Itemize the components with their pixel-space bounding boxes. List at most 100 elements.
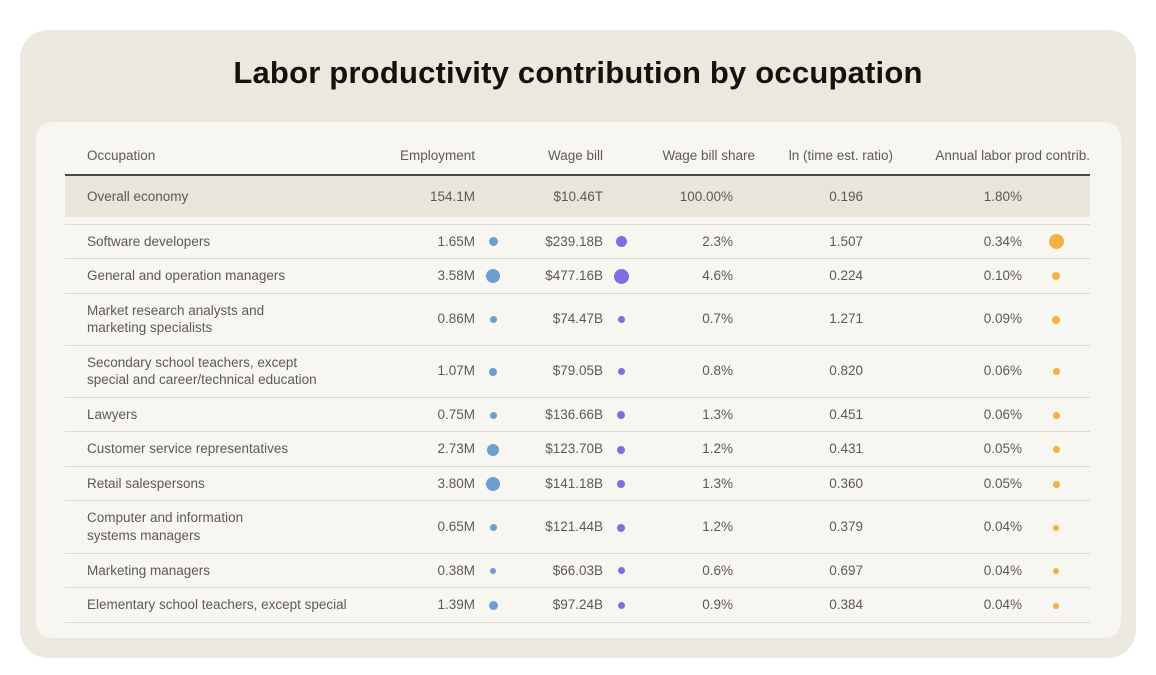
employment-value: 0.65M: [437, 519, 475, 535]
employment-value: 0.38M: [437, 562, 475, 578]
contrib-bubble: [1022, 224, 1090, 259]
employment-bubble-icon: [488, 237, 498, 247]
employment-bubble: [475, 259, 511, 294]
occupation-cell: Secondary school teachers, except specia…: [87, 354, 317, 388]
occupation-cell: Software developers: [87, 233, 211, 249]
employment-value: 1.39M: [437, 597, 475, 613]
ln-ratio-value: 0.379: [829, 519, 863, 535]
header-row: Occupation Employment Wage bill Wage bil…: [65, 148, 1090, 176]
contrib-bubble-icon: [1052, 411, 1060, 419]
contrib-bubble: [1022, 553, 1090, 588]
contrib-bubble: [1022, 432, 1090, 467]
contrib-bubble-icon: [1052, 480, 1060, 488]
column-header-wage-bill-share: Wage bill share: [639, 148, 757, 176]
contrib-bubble-icon: [1052, 272, 1060, 281]
employment-value: 1.65M: [437, 233, 475, 249]
annual-contrib-value: 0.06%: [983, 406, 1022, 422]
employment-bubble: [475, 466, 511, 501]
employment-value: 2.73M: [437, 441, 475, 457]
wage-bubble-icon: [617, 316, 625, 324]
occupation-cell: Overall economy: [65, 175, 395, 217]
spacer-row: [65, 217, 1090, 224]
ln-ratio-value: 0.384: [829, 597, 863, 613]
employment-value: 0.86M: [437, 311, 475, 327]
ln-ratio-value: 1.507: [829, 233, 863, 249]
occupation-cell: Retail salespersons: [87, 475, 205, 491]
wage-bill-share-value: 1.3%: [702, 475, 733, 491]
contrib-bubble-icon: [1052, 368, 1060, 376]
ln-ratio-value: 0.820: [829, 363, 863, 379]
wage-bubble: [603, 466, 639, 501]
column-header-annual-contrib: Annual labor prod contrib.: [897, 148, 1090, 176]
employment-bubble-icon: [486, 269, 500, 284]
wage-bubble-icon: [617, 480, 625, 489]
wage-bill-value: $97.24B: [552, 597, 603, 613]
employment-bubble-icon: [489, 316, 497, 324]
employment-bubble: [475, 432, 511, 467]
contrib-bubble: [1022, 466, 1090, 501]
employment-bubble-icon: [489, 524, 497, 532]
occupation-cell: Elementary school teachers, except speci…: [87, 597, 347, 613]
ln-ratio-value: 1.271: [829, 311, 863, 327]
wage-bill-value: $239.18B: [545, 233, 603, 249]
employment-bubble: [475, 501, 511, 553]
table-row: Elementary school teachers, except speci…: [65, 587, 1090, 623]
wage-bubble-icon: [617, 602, 625, 609]
annual-contrib-value: 0.34%: [983, 233, 1022, 249]
contrib-bubble-icon: [1053, 567, 1059, 574]
wage-bill-value: $123.70B: [545, 441, 603, 457]
wage-bubble: [603, 553, 639, 588]
contrib-bubble: [1022, 588, 1090, 623]
ln-ratio-value: 0.451: [829, 406, 863, 422]
employment-bubble-slot: [475, 175, 511, 217]
column-header-occupation: Occupation: [65, 148, 395, 176]
annual-contrib-value: 0.06%: [983, 363, 1022, 379]
column-header-ln-ratio: ln (time est. ratio): [757, 148, 897, 176]
employment-bubble-icon: [490, 567, 496, 574]
wage-bill-share-value: 100.00%: [639, 175, 757, 217]
wage-bubble: [603, 259, 639, 294]
wage-bill-value: $10.46T: [511, 175, 603, 217]
occupation-cell: Computer and information systems manager…: [87, 510, 244, 543]
table-row: Computer and information systems manager…: [65, 500, 1090, 553]
ln-ratio-value: 0.196: [757, 175, 897, 217]
occupation-cell: Lawyers: [87, 406, 138, 422]
employment-value: 1.07M: [437, 363, 475, 379]
employment-value: 3.80M: [437, 475, 475, 491]
employment-bubble: [475, 224, 511, 259]
wage-bubble: [603, 588, 639, 623]
table-row: Customer service representatives 2.73M $…: [65, 431, 1090, 467]
wage-bubble-icon: [617, 445, 625, 454]
table-row: Secondary school teachers, except specia…: [65, 345, 1090, 397]
page-title: Labor productivity contribution by occup…: [233, 55, 923, 90]
wage-bill-value: $74.47B: [552, 311, 603, 327]
wage-bill-share-value: 1.2%: [702, 441, 733, 457]
employment-value: 154.1M: [395, 175, 475, 217]
contrib-bubble-icon: [1053, 524, 1059, 531]
annual-contrib-value: 0.05%: [983, 475, 1022, 491]
contrib-bubble-icon: [1048, 234, 1064, 250]
table-row: Software developers 1.65M $239.18B 2.3% …: [65, 224, 1090, 259]
employment-bubble-header-spacer: [475, 148, 511, 176]
wage-bubble: [603, 293, 639, 345]
ln-ratio-value: 0.697: [829, 562, 863, 578]
table-card: Occupation Employment Wage bill Wage bil…: [36, 122, 1121, 638]
occupation-cell: General and operation managers: [87, 268, 286, 284]
wage-bill-share-value: 0.8%: [702, 363, 733, 379]
ln-ratio-value: 0.360: [829, 475, 863, 491]
employment-value: 0.75M: [437, 406, 475, 422]
table-row: Market research analysts and marketing s…: [65, 293, 1090, 345]
wage-bubble: [603, 432, 639, 467]
employment-bubble: [475, 588, 511, 623]
wage-bubble: [603, 501, 639, 553]
contrib-bubble-icon: [1052, 315, 1060, 324]
wage-bubble-icon: [615, 236, 627, 248]
table-row: Lawyers 0.75M $136.66B 1.3% 0.451 0.06%: [65, 397, 1090, 432]
wage-bubble-icon: [617, 411, 625, 420]
wage-bubble: [603, 224, 639, 259]
annual-contrib-value: 0.04%: [983, 562, 1022, 578]
employment-bubble-icon: [489, 411, 497, 419]
contrib-bubble: [1022, 397, 1090, 432]
summary-row-overall-economy: Overall economy 154.1M $10.46T 100.00% 0…: [65, 175, 1090, 217]
wage-bubble-icon: [613, 268, 629, 284]
